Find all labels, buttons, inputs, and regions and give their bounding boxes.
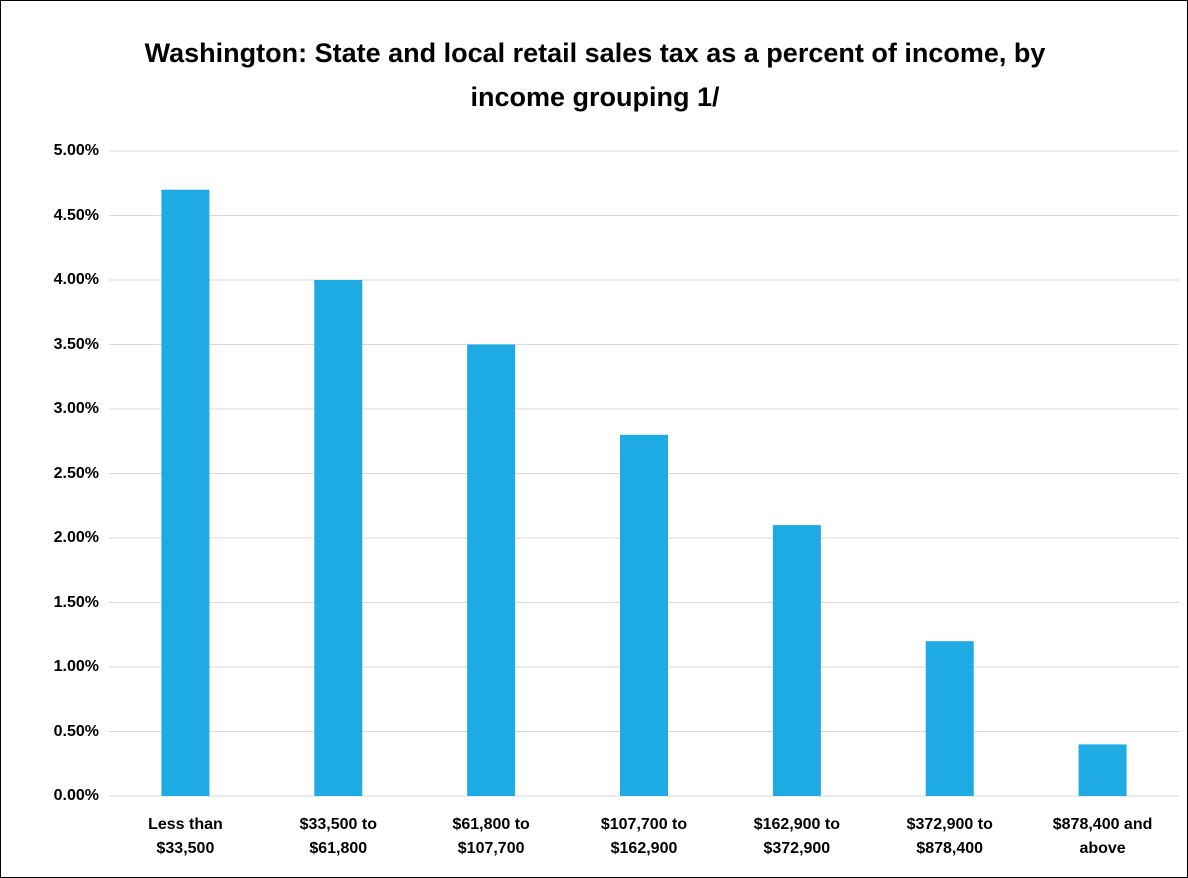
bar [161, 189, 210, 796]
x-tick-label: $107,700 to $162,900 [600, 816, 688, 857]
y-tick-label: 5.00% [53, 142, 99, 159]
y-tick-label: 3.50% [53, 335, 99, 353]
x-tick-label: $61,800 to $107,700 [452, 816, 530, 857]
y-tick-label: 2.00% [53, 529, 99, 546]
y-tick-label: 4.00% [53, 271, 99, 288]
y-tick-label: 4.50% [53, 206, 99, 224]
y-tick-label: 2.50% [53, 464, 99, 482]
y-tick-label: 1.00% [53, 658, 99, 675]
y-tick-label: 0.00% [53, 787, 99, 804]
bar [620, 434, 668, 796]
x-tick-label: $162,900 to $372,900 [753, 816, 840, 857]
bar [314, 280, 363, 796]
bar [925, 641, 974, 796]
x-tick-label: Less than $33,500 [148, 816, 223, 857]
y-tick-label: 1.50% [53, 593, 99, 611]
y-tick-label: 3.00% [53, 400, 99, 417]
y-tick-label: 0.50% [53, 722, 99, 740]
bar [467, 344, 516, 796]
x-tick-label: $878,400 and above [1052, 816, 1153, 857]
bar [1078, 744, 1127, 796]
x-tick-label: $33,500 to $61,800 [299, 816, 377, 857]
bar [772, 525, 821, 796]
x-tick-label: $372,900 to $878,400 [906, 816, 993, 857]
chart-title: Washington: State and local retail sales… [144, 38, 1046, 112]
